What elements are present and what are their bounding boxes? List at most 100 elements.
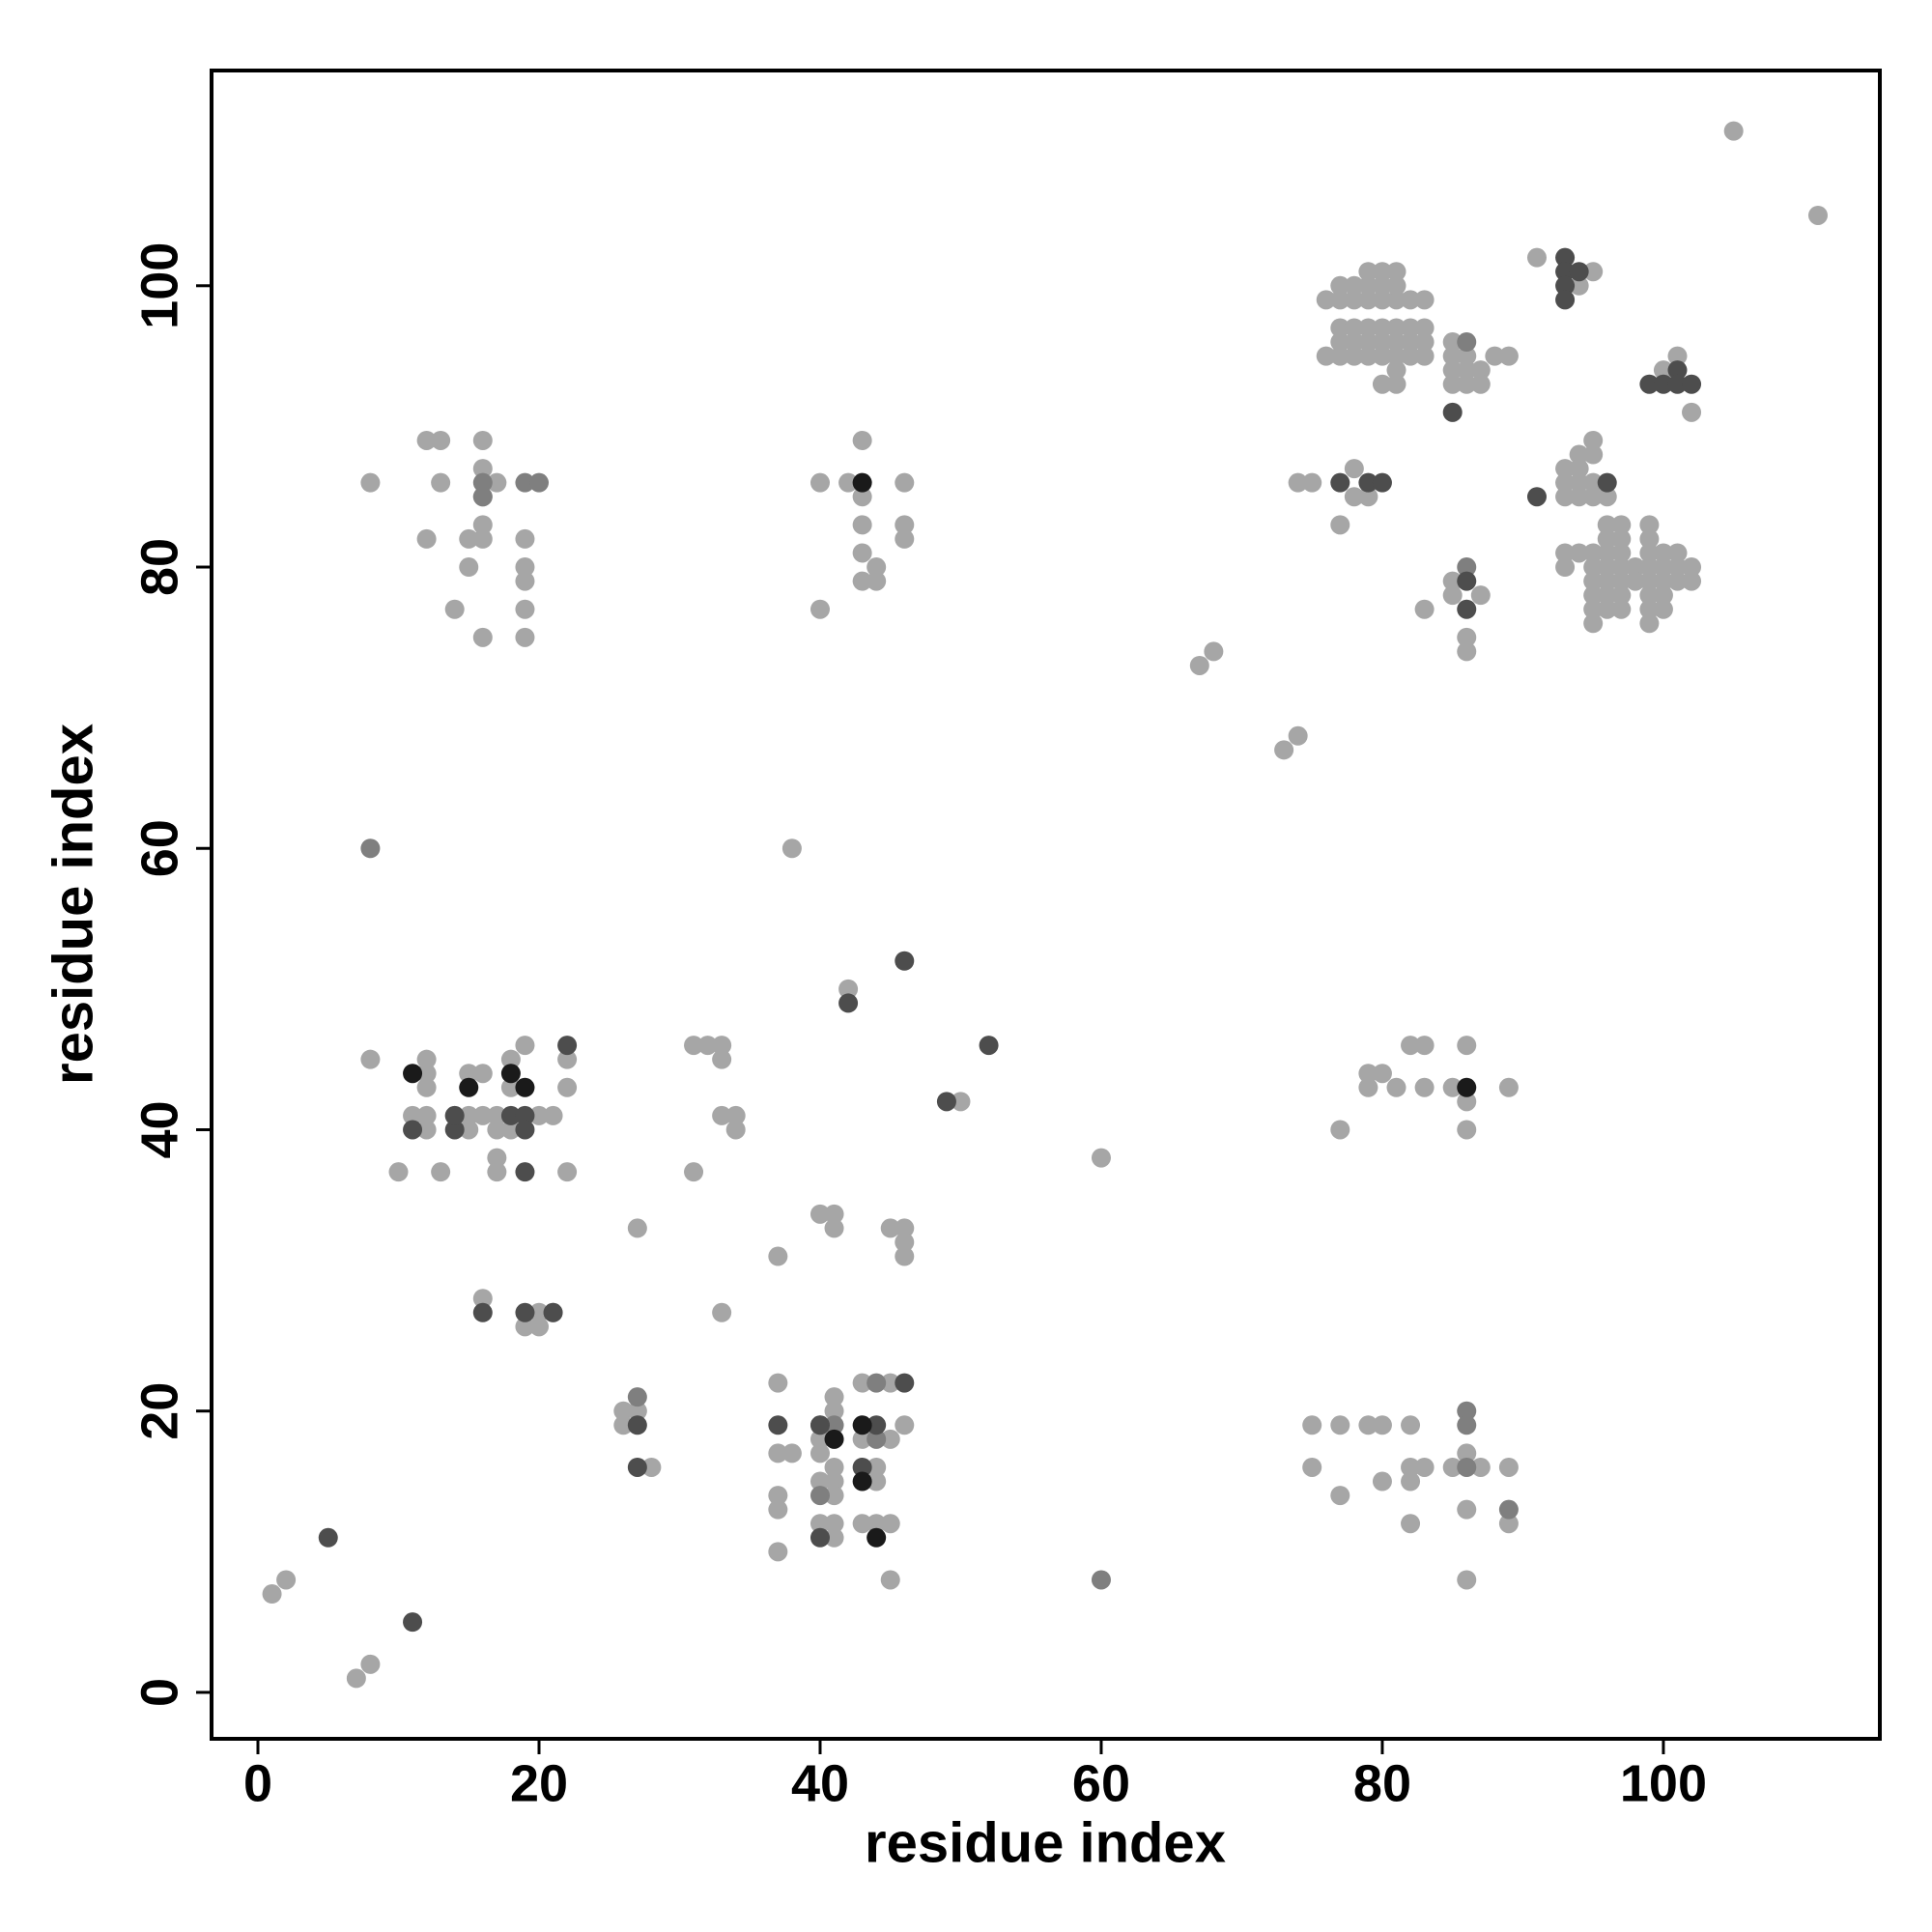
point: [459, 1064, 479, 1084]
point: [1358, 318, 1378, 338]
point: [487, 1148, 507, 1168]
point: [810, 1514, 830, 1534]
point: [500, 1105, 521, 1125]
point: [1330, 1120, 1350, 1140]
point: [1555, 247, 1576, 268]
point: [346, 1668, 366, 1689]
point: [1611, 557, 1632, 578]
point: [1386, 360, 1406, 381]
point: [318, 1527, 338, 1548]
point: [810, 1527, 830, 1548]
point: [472, 459, 493, 479]
point: [852, 543, 872, 563]
point: [951, 1092, 971, 1112]
point: [1358, 472, 1378, 493]
point: [613, 1401, 634, 1421]
point: [852, 430, 872, 450]
point: [1555, 290, 1576, 310]
point: [1639, 585, 1660, 606]
point: [1358, 1064, 1378, 1084]
point: [1498, 1514, 1519, 1534]
point: [1330, 318, 1350, 338]
x-tick-label: 40: [791, 1754, 849, 1812]
point: [1414, 290, 1435, 310]
point: [867, 557, 887, 578]
point: [895, 1246, 915, 1266]
point: [712, 1105, 732, 1125]
point: [1414, 318, 1435, 338]
y-axis-label: residue index: [42, 724, 104, 1085]
point: [1316, 346, 1336, 366]
point: [1597, 487, 1617, 507]
point: [852, 1373, 872, 1393]
point: [1653, 374, 1673, 394]
point: [1358, 275, 1378, 296]
point: [1330, 472, 1350, 493]
point: [515, 1077, 535, 1097]
point: [852, 1471, 872, 1492]
point: [1682, 402, 1702, 422]
point: [1498, 1457, 1519, 1477]
point: [1457, 346, 1477, 366]
point: [1372, 262, 1392, 282]
point: [1653, 557, 1673, 578]
point: [1597, 472, 1617, 493]
point: [725, 1105, 746, 1125]
point: [1457, 1499, 1477, 1520]
point: [613, 1415, 634, 1435]
point: [1330, 346, 1350, 366]
point: [487, 1162, 507, 1182]
point: [1639, 543, 1660, 563]
point: [824, 1401, 844, 1421]
point: [810, 1204, 830, 1224]
point: [768, 1246, 788, 1266]
point: [1358, 1077, 1378, 1097]
point: [472, 528, 493, 549]
point: [1288, 472, 1308, 493]
point: [1457, 1457, 1477, 1477]
point: [543, 1105, 563, 1125]
point: [1569, 444, 1589, 465]
point: [768, 1415, 788, 1435]
point: [852, 487, 872, 507]
point: [1667, 571, 1688, 591]
point: [1288, 725, 1308, 746]
point: [712, 1049, 732, 1069]
point: [416, 1077, 437, 1097]
point: [1442, 571, 1463, 591]
point: [1639, 599, 1660, 619]
point: [1358, 332, 1378, 353]
point: [1639, 557, 1660, 578]
point: [1344, 290, 1364, 310]
point: [852, 1415, 872, 1435]
point: [1372, 472, 1392, 493]
point: [1330, 1415, 1350, 1435]
point: [1667, 543, 1688, 563]
point: [472, 1302, 493, 1322]
point: [528, 1105, 549, 1125]
point: [810, 1415, 830, 1435]
point: [1344, 332, 1364, 353]
point: [1667, 557, 1688, 578]
point: [515, 528, 535, 549]
point: [1569, 543, 1589, 563]
point: [1414, 1036, 1435, 1056]
point: [1344, 275, 1364, 296]
point: [712, 1302, 732, 1322]
point: [1611, 543, 1632, 563]
point: [1372, 332, 1392, 353]
point: [810, 1429, 830, 1449]
point: [1457, 1570, 1477, 1590]
point: [1653, 571, 1673, 591]
point: [1583, 487, 1604, 507]
point: [1457, 627, 1477, 647]
point: [431, 472, 451, 493]
point: [1555, 262, 1576, 282]
point: [712, 1036, 732, 1056]
point: [1204, 641, 1224, 662]
y-tick-label: 80: [130, 538, 188, 596]
point: [1555, 275, 1576, 296]
point: [1414, 1457, 1435, 1477]
point: [515, 472, 535, 493]
point: [472, 472, 493, 493]
